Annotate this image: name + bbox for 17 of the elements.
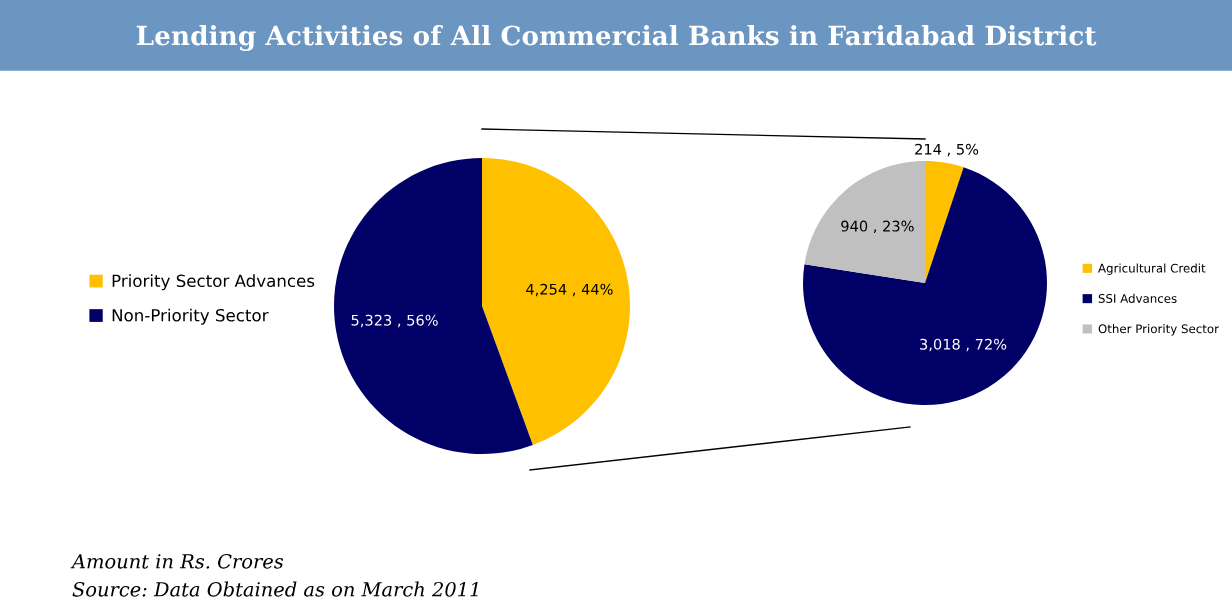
pie-slice (803, 167, 1047, 405)
data-label: 940 , 23% (841, 220, 914, 234)
pie-slice (804, 161, 925, 283)
legend-label: Priority Sector Advances (112, 274, 315, 291)
data-label: 214 , 5% (915, 143, 979, 157)
pie-slice (482, 158, 630, 445)
text: Amount in Rs. Crores (70, 553, 284, 569)
data-label: 4,254 , 44% (526, 283, 613, 297)
chart-title: Lending Activities of All Commercial Banks in Faridabad District (136, 25, 1097, 51)
data-label: 5,323 , 56% (351, 314, 438, 328)
legend-label: Other Priority Sector (1098, 324, 1219, 336)
legend-label: Non-Priority Sector (112, 308, 269, 325)
legend-label: Agricultural Credit (1098, 263, 1206, 275)
legend-label: SSI Advances (1098, 293, 1177, 303)
pie-slice (925, 161, 964, 283)
source-note: Source: Data Obtained as on March 2011 (72, 581, 478, 597)
data-label: 3,018 , 72% (920, 338, 1007, 352)
